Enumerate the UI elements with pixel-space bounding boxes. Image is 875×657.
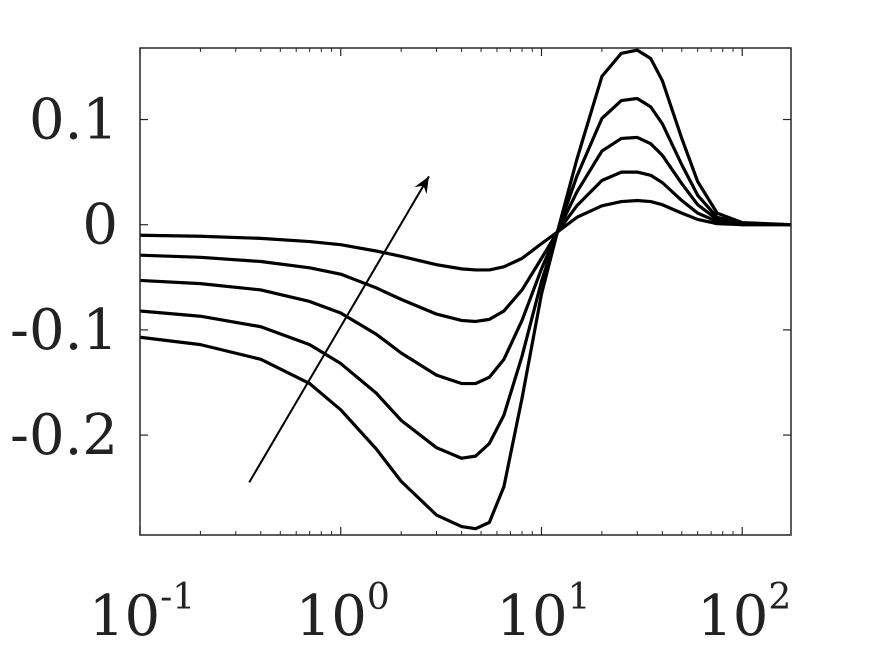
arrow-shaft <box>248 175 430 483</box>
y-tick-label: 0.1 <box>29 88 118 153</box>
plot-frame <box>139 47 792 536</box>
y-tick-label: 0 <box>82 193 118 258</box>
series-line-5 <box>140 48 791 531</box>
series-line-4 <box>140 96 791 460</box>
x-tick-label: 102 <box>697 577 791 649</box>
y-tick-label: -0.2 <box>10 403 118 468</box>
arrow-head <box>414 176 429 195</box>
series-line-1 <box>140 198 791 272</box>
x-tick-label: 100 <box>296 577 390 649</box>
plot-area-background <box>140 48 791 535</box>
y-tick-label: -0.1 <box>10 298 118 363</box>
tick-labels: 10-1 100 101 102 0.1 0 -0.1 -0.2 <box>10 88 791 649</box>
x-tick-label: 10-1 <box>89 577 195 649</box>
series-line-2 <box>140 170 791 324</box>
x-tick-label: 101 <box>496 577 590 649</box>
annotation-arrow <box>248 175 430 483</box>
